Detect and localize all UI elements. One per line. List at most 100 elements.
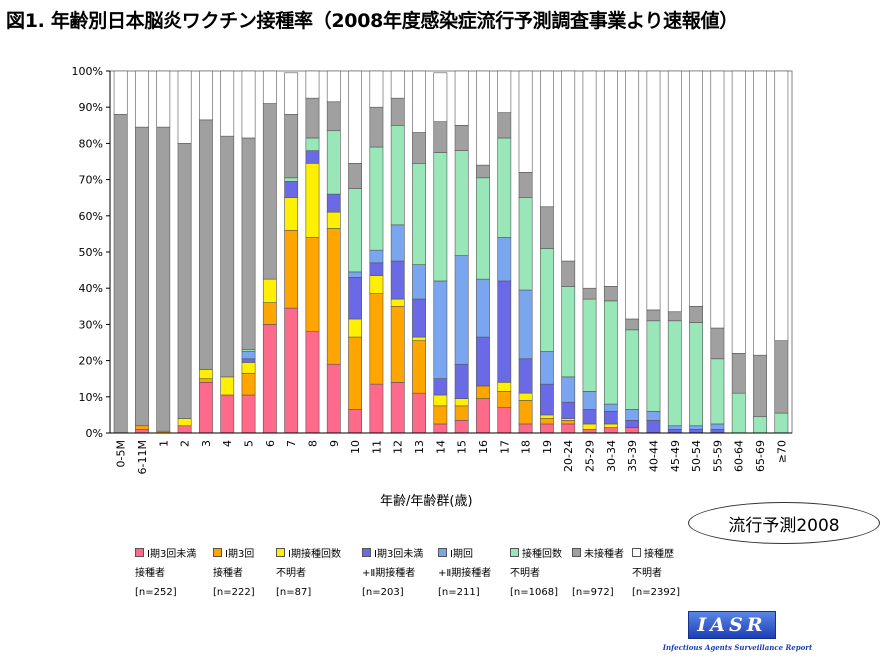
bar-segment-6-2 <box>262 278 277 303</box>
legend-label-line2: 不明者 <box>510 568 540 579</box>
x-tick-label: 55-59 <box>711 440 724 472</box>
bar-segment-0-5M-6 <box>113 114 128 434</box>
bar-segment-35-39-5 <box>625 329 640 410</box>
bar-segment-6-11M-0 <box>135 429 149 434</box>
bar-segment-3-2 <box>198 369 213 379</box>
legend-label-line2: 接種者 <box>135 568 165 579</box>
bar-segment-11-1 <box>369 293 384 385</box>
bar-segment-40-44-4 <box>646 410 661 421</box>
bar-segment-50-54-5 <box>689 322 704 427</box>
bar-segment-16-0 <box>476 398 490 434</box>
legend-item: Ⅰ期3回未満 接種者 [n=252] <box>135 545 196 602</box>
bar-segment-9-0 <box>326 363 341 434</box>
bar-segment-19-5 <box>539 248 554 352</box>
bar-segment-17-6 <box>497 112 512 139</box>
bar-segment-25-29-6 <box>582 287 597 300</box>
legend-item: Ⅰ期3回 接種者 [n=222] <box>213 545 255 602</box>
legend: Ⅰ期3回未満 接種者 [n=252] Ⅰ期3回 接種者 [n=222] Ⅰ期接種回数 不明者 [… <box>135 545 735 601</box>
y-tick-label: 40% <box>79 282 103 295</box>
bar-segment-25-29-4 <box>582 391 597 410</box>
bar-segment-30-34-7 <box>603 70 618 287</box>
bar-segment-1-7 <box>156 70 171 128</box>
bar-segment-12-2 <box>390 298 405 307</box>
bar-segment-6-1 <box>262 302 277 325</box>
x-tick-label: 14 <box>434 440 447 454</box>
y-tick-label: 20% <box>79 355 103 368</box>
x-tick-label: 50-54 <box>690 440 703 472</box>
x-tick-label: 12 <box>392 440 405 454</box>
x-tick-label: 11 <box>370 440 383 454</box>
x-tick-label: 1 <box>157 440 170 447</box>
bar-segment-6-11M-1 <box>135 425 149 430</box>
iasr-logo-subtitle: Infectious Agents Surveillance Report <box>662 643 813 652</box>
bar-segment-17-3 <box>497 280 512 383</box>
bar-segment-1-6 <box>156 126 171 432</box>
bar-segment-30-34-2 <box>603 423 618 428</box>
bar-segment-20-24-0 <box>561 423 576 434</box>
bar-segment-17-5 <box>497 137 512 238</box>
y-tick-label: 50% <box>79 246 103 259</box>
bar-segment-40-44-6 <box>646 309 661 322</box>
bar-segment-0-5M-7 <box>113 70 128 115</box>
bar-segment-5-2 <box>241 362 256 374</box>
bar-segment-15-2 <box>454 398 469 407</box>
bar-segment-10-4 <box>348 271 363 278</box>
bar-segment-3-0 <box>198 382 213 434</box>
y-tick-label: 80% <box>79 137 103 150</box>
bar-segment-5-4 <box>241 351 256 360</box>
legend-count: [n=211] <box>438 587 480 598</box>
legend-label-line2: +Ⅱ期接種者 <box>362 568 416 579</box>
bar-segment-2-6 <box>177 143 192 419</box>
bar-segment-5-7 <box>241 70 256 139</box>
bar-segment-15-1 <box>454 405 469 421</box>
bar-segment-45-49-5 <box>667 320 682 427</box>
bar-segment-25-29-3 <box>582 409 597 425</box>
bar-segment-18-5 <box>518 197 533 291</box>
legend-swatch <box>362 548 371 557</box>
bar-segment-12-1 <box>390 305 405 383</box>
bar-segment-45-49-3 <box>667 429 682 434</box>
legend-label-line2: 不明者 <box>276 568 306 579</box>
bar-segment-17-2 <box>497 382 512 392</box>
bar-segment-45-49-7 <box>667 70 682 313</box>
bar-segment-25-29-7 <box>582 70 597 289</box>
bar-segment-14-0 <box>433 423 448 434</box>
x-tick-label: 8 <box>306 440 319 447</box>
bar-segment-18-0 <box>518 423 533 434</box>
bar-segment-18-6 <box>518 172 533 199</box>
x-tick-label: 16 <box>477 440 490 454</box>
bar-segment-12-4 <box>390 224 405 262</box>
bar-segment-9-7 <box>326 70 341 103</box>
y-tick-label: 10% <box>79 391 103 404</box>
bar-segment-40-44-3 <box>646 420 661 434</box>
x-tick-label: 6 <box>264 440 277 447</box>
bar-segment-10-0 <box>348 409 363 434</box>
bar-segment-11-4 <box>369 249 384 264</box>
bar-segment-18-3 <box>518 358 533 394</box>
bar-segment-16-4 <box>476 278 490 338</box>
legend-count: [n=1068] <box>510 587 558 598</box>
bar-segment-13-2 <box>412 336 426 341</box>
bar-segment-11-3 <box>369 262 384 276</box>
legend-item: 接種回数 不明者 [n=1068] <box>510 545 562 602</box>
legend-swatch <box>438 548 447 557</box>
bar-segment-7-6 <box>284 114 299 179</box>
legend-label: Ⅰ期3回 <box>225 549 255 560</box>
legend-label-line2: +Ⅱ期接種者 <box>438 568 492 579</box>
x-tick-label: 3 <box>200 440 213 447</box>
bar-segment-10-2 <box>348 318 363 338</box>
x-tick-label: 20-24 <box>562 440 575 472</box>
bar-segment-35-39-3 <box>625 420 640 428</box>
bar-segment-8-1 <box>305 237 320 332</box>
bar-segment-≥70-6 <box>774 340 789 414</box>
legend-swatch <box>510 548 519 557</box>
bar-segment-12-0 <box>390 382 405 434</box>
bar-segment-3-6 <box>198 119 213 370</box>
bar-segment-13-6 <box>412 132 426 164</box>
bar-segment-30-34-0 <box>603 427 618 434</box>
bar-segment-9-3 <box>326 193 341 213</box>
bar-segment-13-0 <box>412 392 426 434</box>
bar-segment-9-2 <box>326 211 341 229</box>
bar-segment-6-6 <box>262 103 277 280</box>
